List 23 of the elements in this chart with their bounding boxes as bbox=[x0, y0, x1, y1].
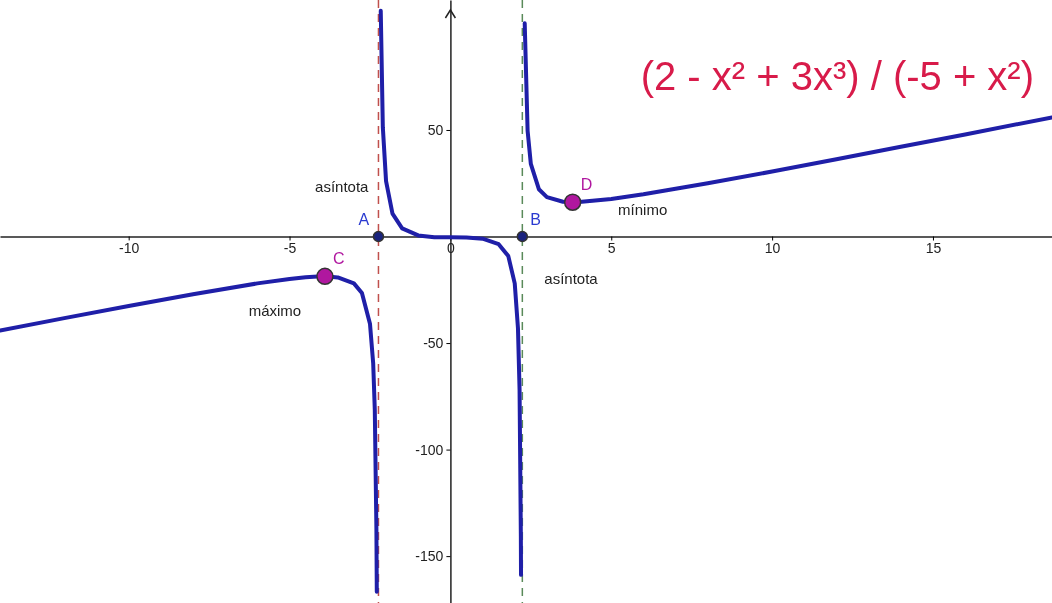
series-label: B bbox=[530, 210, 541, 228]
ref-line-label: asíntota bbox=[315, 177, 370, 195]
line-series bbox=[378, 8, 524, 577]
point bbox=[516, 230, 529, 243]
point bbox=[316, 267, 334, 286]
x-tick-label: 10 bbox=[764, 240, 781, 257]
series-label: D bbox=[580, 176, 593, 194]
y-tick-label: 50 bbox=[427, 121, 444, 138]
x-tick-label: -5 bbox=[283, 240, 297, 257]
series-label: A bbox=[358, 210, 370, 228]
y-tick-label: -100 bbox=[415, 441, 444, 458]
x-tick-label: -10 bbox=[119, 240, 140, 257]
annotation: mínimo bbox=[618, 201, 668, 219]
ref-line-label: asíntota bbox=[544, 269, 599, 287]
y-tick-label: -150 bbox=[415, 548, 444, 565]
point bbox=[563, 193, 582, 211]
x-tick-label: 5 bbox=[607, 240, 616, 257]
annotation: máximo bbox=[248, 302, 302, 320]
point bbox=[372, 230, 385, 243]
text: (2 - x² + 3x³) / (-5 + x²) bbox=[640, 54, 1034, 98]
y-tick-label: -50 bbox=[423, 335, 444, 352]
series-label: C bbox=[332, 250, 345, 268]
x-tick-label: 15 bbox=[925, 240, 942, 257]
